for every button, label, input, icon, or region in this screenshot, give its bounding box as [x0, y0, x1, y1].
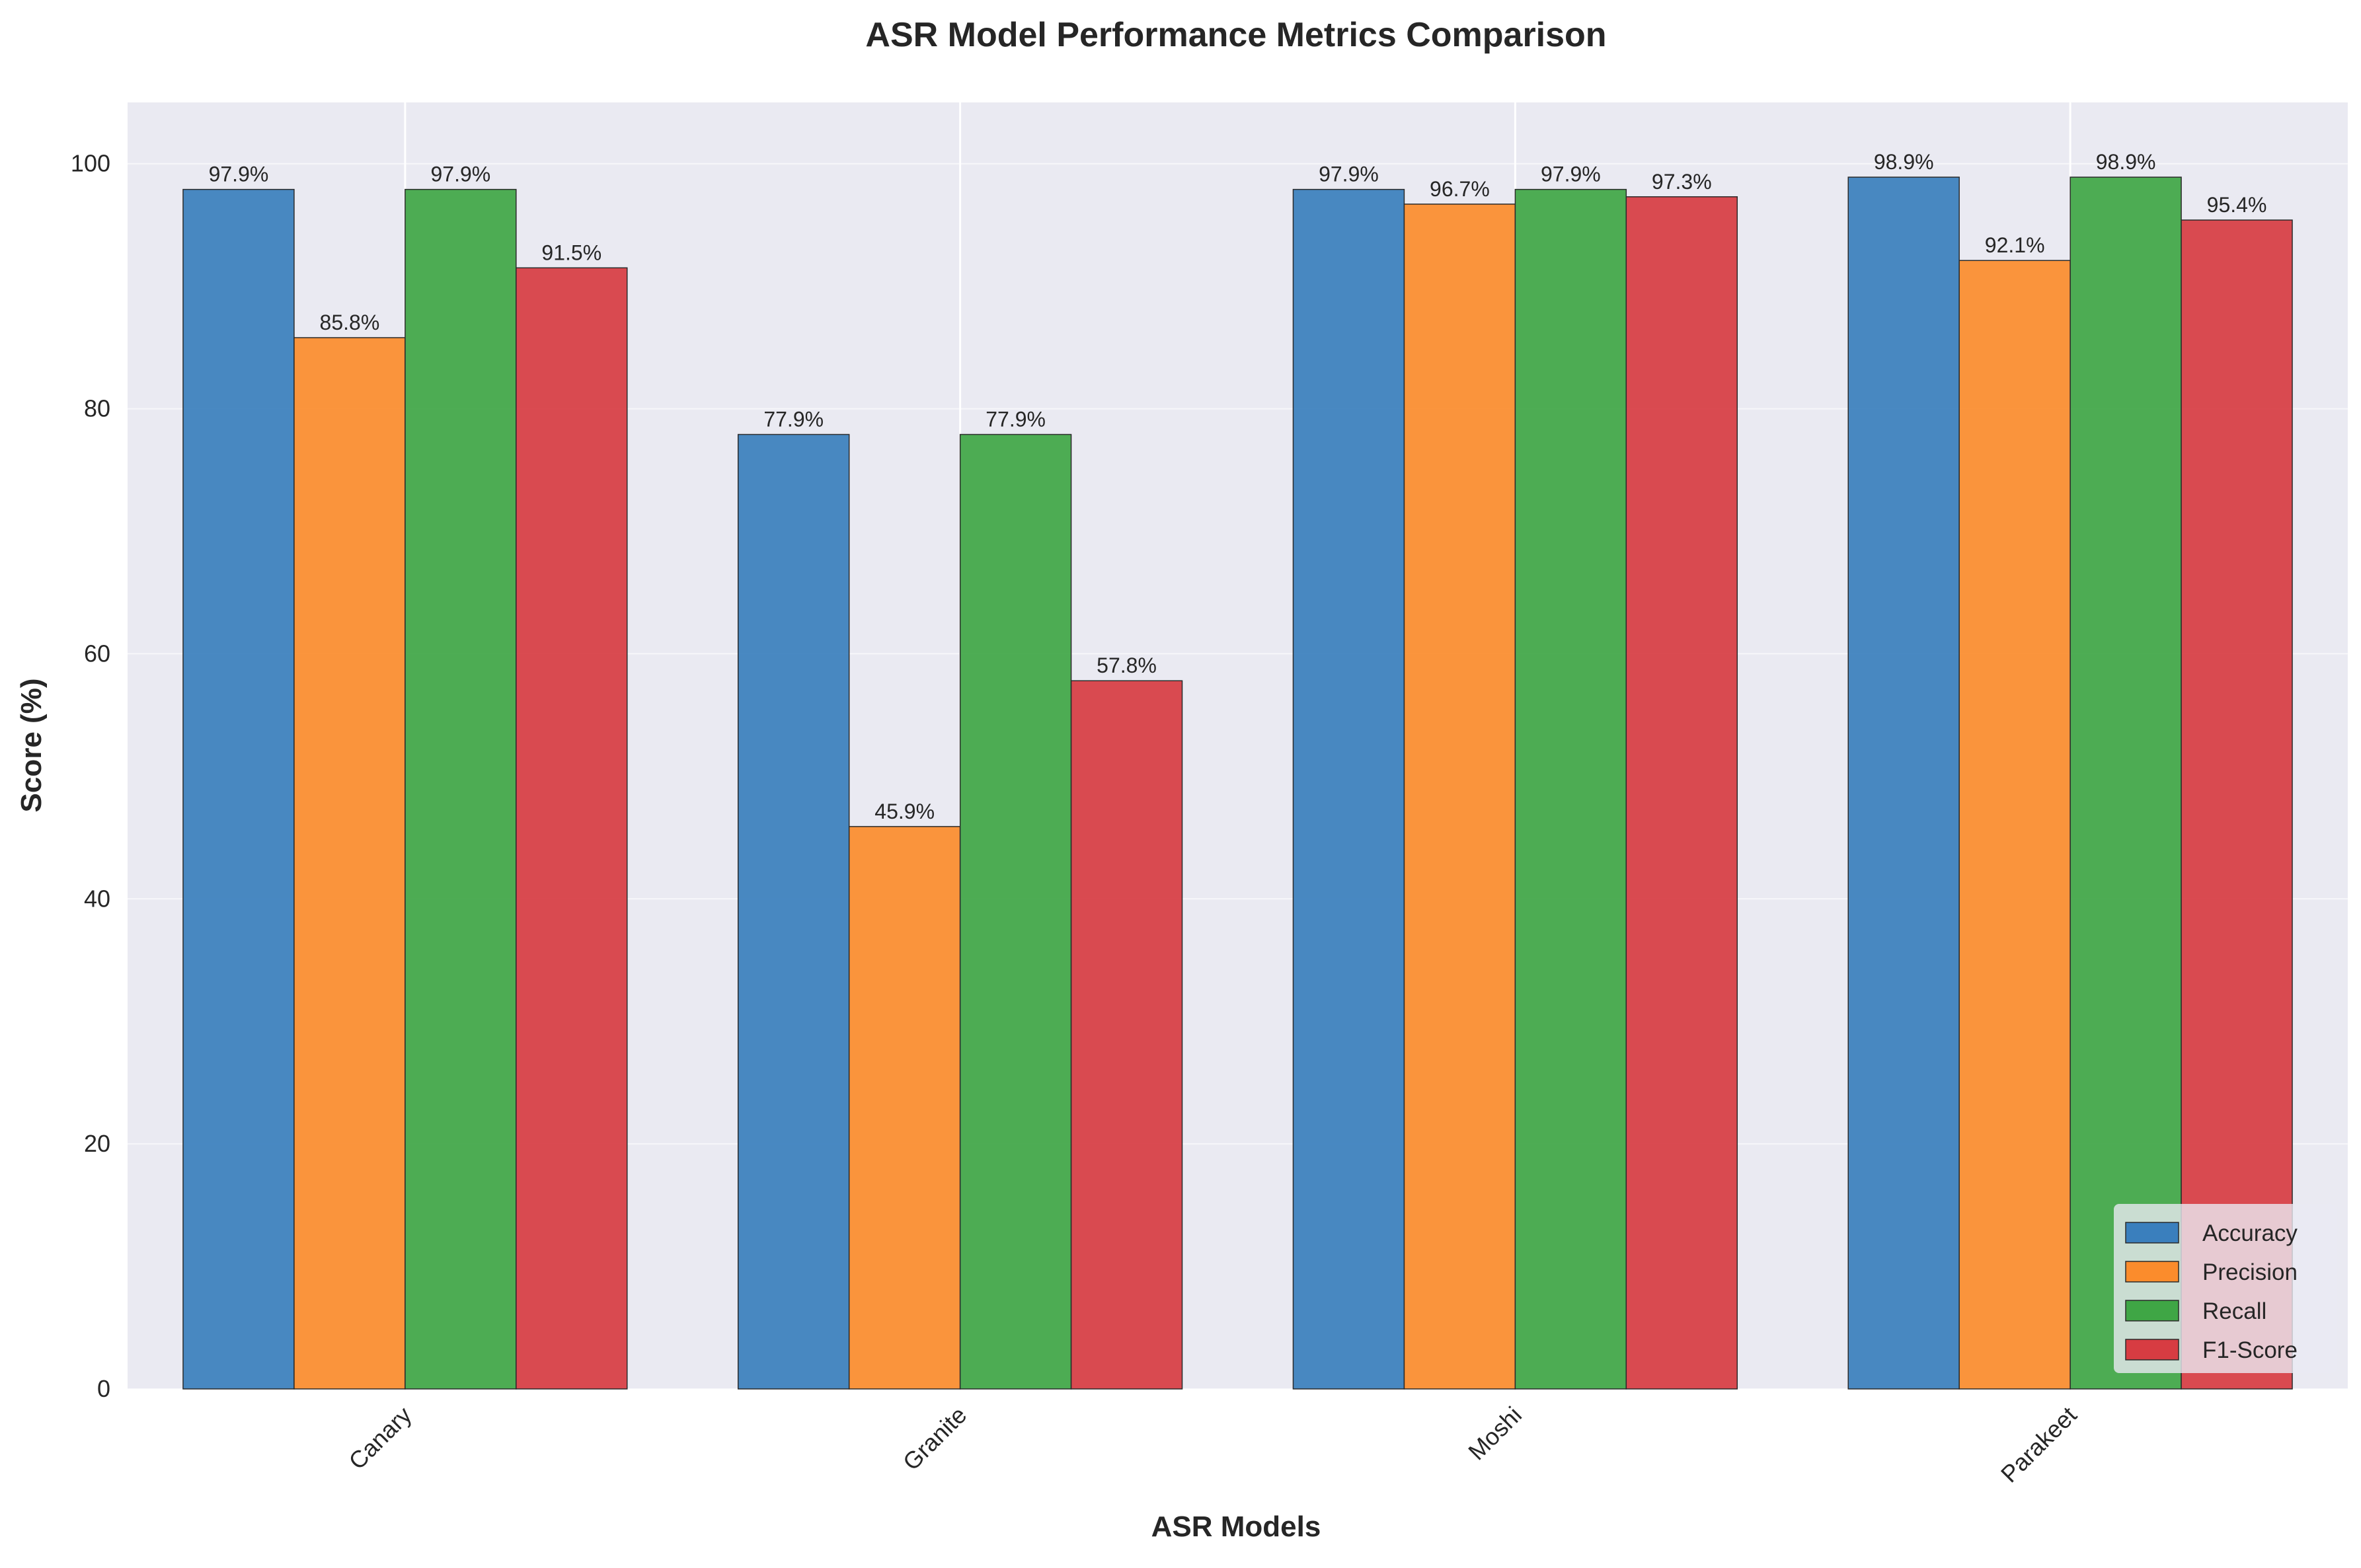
data-label: 97.3%: [1652, 170, 1712, 194]
legend-label: F1-Score: [2202, 1337, 2298, 1363]
y-tick-label: 0: [97, 1375, 110, 1402]
bar-precision-parakeet: [1958, 260, 2071, 1390]
legend-label: Recall: [2202, 1298, 2266, 1324]
y-axis-label: Score (%): [15, 679, 48, 813]
data-label: 77.9%: [763, 408, 824, 431]
data-label: 98.9%: [1874, 150, 1934, 174]
bar-precision-granite: [848, 826, 961, 1390]
y-axis-ticks: 0 20 40 60 80 100: [71, 150, 110, 1402]
bar-accuracy-canary: [182, 188, 295, 1390]
data-label: 97.9%: [430, 163, 490, 186]
bar-precision-moshi: [1403, 204, 1516, 1390]
bar-recall-parakeet: [2070, 176, 2182, 1390]
data-label: 97.9%: [209, 163, 269, 186]
bar-f1-score-moshi: [1625, 196, 1738, 1390]
data-label: 45.9%: [874, 800, 935, 823]
data-label: 92.1%: [1985, 233, 2045, 257]
data-label: 95.4%: [2207, 193, 2267, 217]
data-label: 96.7%: [1430, 177, 1490, 201]
x-axis-label: ASR Models: [1151, 1511, 1321, 1543]
data-label: 97.9%: [1541, 163, 1601, 186]
legend-label: Accuracy: [2202, 1220, 2298, 1246]
y-tick-label: 40: [84, 885, 110, 912]
data-labels: 97.9% 77.9% 97.9% 98.9% 85.8% 45.9% 96.7% 92.1%…: [209, 150, 2267, 823]
bar-precision-canary: [293, 337, 406, 1390]
x-tick-label: Canary: [343, 1401, 416, 1475]
bar-accuracy-parakeet: [1847, 176, 1960, 1390]
x-tick-label: Granite: [898, 1401, 972, 1475]
y-tick-label: 20: [84, 1130, 110, 1157]
y-tick-label: 80: [84, 395, 110, 422]
data-label: 91.5%: [541, 241, 601, 264]
legend: Accuracy Precision Recall F1-Score: [2114, 1204, 2337, 1373]
bar-recall-granite: [959, 433, 1072, 1390]
data-label: 97.9%: [1319, 163, 1379, 186]
y-tick-label: 100: [71, 150, 110, 177]
legend-frame: [2114, 1204, 2337, 1373]
data-label: 98.9%: [2096, 150, 2156, 174]
bar-f1-score-parakeet: [2181, 219, 2293, 1390]
x-axis-ticks: Canary Granite Moshi Parakeet: [343, 1401, 2081, 1488]
legend-swatch: [2125, 1300, 2179, 1322]
bar-f1-score-canary: [516, 267, 628, 1390]
legend-swatch: [2125, 1261, 2179, 1283]
data-label: 85.8%: [320, 311, 380, 334]
y-tick-label: 60: [84, 640, 110, 667]
data-label: 57.8%: [1097, 653, 1157, 677]
bars: [182, 176, 2293, 1390]
bar-recall-canary: [405, 188, 517, 1390]
x-tick-label: Moshi: [1463, 1401, 1527, 1466]
chart-title: ASR Model Performance Metrics Comparison: [865, 16, 1606, 54]
data-label: 77.9%: [986, 408, 1046, 431]
legend-label: Precision: [2202, 1259, 2298, 1285]
bar-accuracy-granite: [737, 433, 850, 1390]
bar-accuracy-moshi: [1292, 188, 1405, 1390]
legend-swatch: [2125, 1222, 2179, 1244]
bar-f1-score-granite: [1070, 680, 1183, 1390]
bar-recall-moshi: [1514, 188, 1627, 1390]
x-tick-label: Parakeet: [1995, 1401, 2082, 1488]
legend-swatch: [2125, 1339, 2179, 1361]
